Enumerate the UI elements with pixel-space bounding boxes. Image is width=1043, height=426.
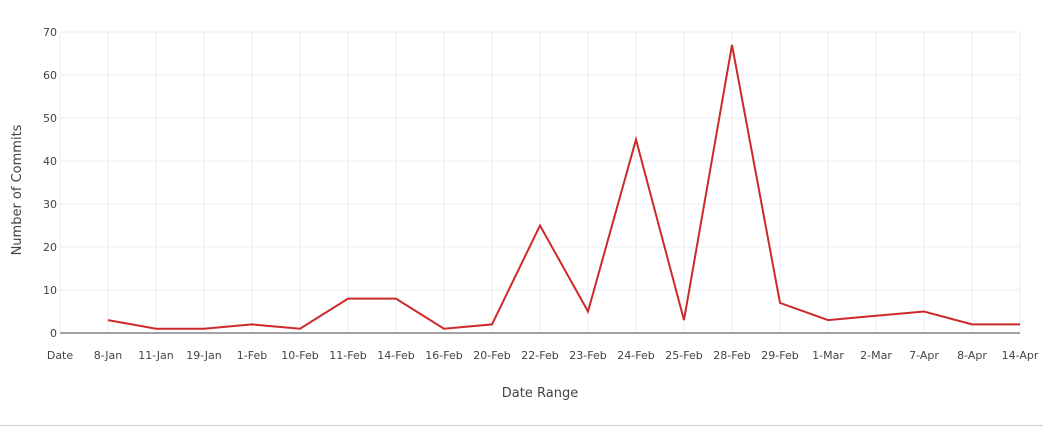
x-tick-label: 1-Mar xyxy=(812,349,844,362)
x-tick-label: 28-Feb xyxy=(713,349,750,362)
y-tick-labels: 0 10 20 30 40 50 60 70 xyxy=(43,26,57,340)
x-tick-label: 2-Mar xyxy=(860,349,892,362)
x-tick-label: 25-Feb xyxy=(665,349,702,362)
y-axis-title: Number of Commits xyxy=(10,124,25,255)
x-tick-label: 14-Feb xyxy=(377,349,414,362)
y-tick-label: 0 xyxy=(50,327,57,340)
x-tick-label: 11-Jan xyxy=(138,349,174,362)
y-tick-label: 70 xyxy=(43,26,57,39)
x-tick-label: 11-Feb xyxy=(329,349,366,362)
x-tick-label: 24-Feb xyxy=(617,349,654,362)
x-tick-label: 8-Jan xyxy=(94,349,123,362)
x-tick-labels: Date 8-Jan 11-Jan 19-Jan 1-Feb 10-Feb 11-Feb 14… xyxy=(47,349,1039,362)
x-tick-label: 23-Feb xyxy=(569,349,606,362)
y-tick-label: 20 xyxy=(43,241,57,254)
x-tick-label: 14-Apr xyxy=(1002,349,1039,362)
x-tick-label: 19-Jan xyxy=(186,349,222,362)
y-tick-label: 10 xyxy=(43,284,57,297)
x-tick-label: Date xyxy=(47,349,74,362)
series-lines xyxy=(107,44,1020,330)
x-tick-label: 8-Apr xyxy=(957,349,987,362)
commits-series-line xyxy=(107,44,1020,330)
x-tick-label: 16-Feb xyxy=(425,349,462,362)
y-tick-label: 30 xyxy=(43,198,57,211)
y-tick-label: 40 xyxy=(43,155,57,168)
grid-lines xyxy=(59,31,1021,333)
x-axis-title: Date Range xyxy=(502,386,578,401)
x-tick-label: 7-Apr xyxy=(909,349,939,362)
x-tick-label: 1-Feb xyxy=(237,349,267,362)
x-tick-label: 20-Feb xyxy=(473,349,510,362)
x-tick-label: 10-Feb xyxy=(281,349,318,362)
y-tick-label: 60 xyxy=(43,69,57,82)
x-tick-label: 22-Feb xyxy=(521,349,558,362)
x-tick-label: 29-Feb xyxy=(761,349,798,362)
y-tick-label: 50 xyxy=(43,112,57,125)
